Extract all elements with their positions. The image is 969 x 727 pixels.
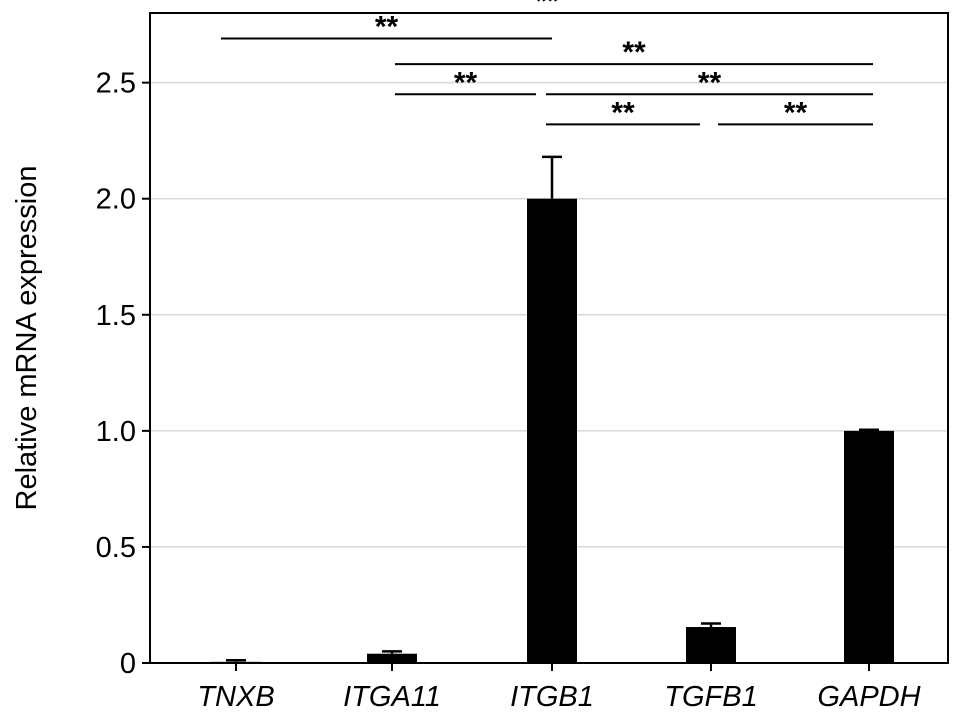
- significance-label: **: [535, 0, 559, 18]
- significance-label: **: [611, 96, 635, 129]
- bar: [844, 430, 894, 663]
- y-tick-label: 1.5: [96, 300, 136, 332]
- x-tick-label: ITGA11: [343, 681, 441, 713]
- y-tick-label: 1.0: [96, 416, 136, 448]
- bars: [211, 198, 894, 663]
- bar: [527, 198, 577, 663]
- y-tick-label: 0.5: [96, 532, 136, 564]
- significance-label: **: [454, 66, 478, 99]
- plot-frame: [149, 12, 949, 664]
- significance-label: **: [784, 96, 808, 129]
- y-tick-label: 0: [120, 648, 136, 680]
- significance-label: **: [698, 66, 722, 99]
- significance-label: **: [622, 36, 646, 69]
- x-tick-label: ITGB1: [510, 681, 594, 713]
- significance-brackets: ** ** ** ** ** ** **: [221, 0, 873, 129]
- bar: [367, 653, 417, 663]
- x-tick-label: TGFB1: [664, 681, 757, 713]
- x-tick-label: TNXB: [197, 681, 274, 713]
- y-axis-label: Relative mRNA expression: [11, 166, 43, 511]
- y-tick-label: 2.5: [96, 68, 136, 100]
- y-axis-ticks: 0 0.5 1.0 1.5 2.0 2.5: [96, 68, 150, 680]
- x-axis-ticks: TNXB ITGA11 ITGB1 TGFB1 GAPDH: [197, 663, 921, 713]
- error-bars: [226, 155, 879, 662]
- significance-label: **: [375, 11, 399, 44]
- x-tick-label: GAPDH: [817, 681, 920, 713]
- bar: [686, 627, 736, 663]
- y-tick-label: 2.0: [96, 184, 136, 216]
